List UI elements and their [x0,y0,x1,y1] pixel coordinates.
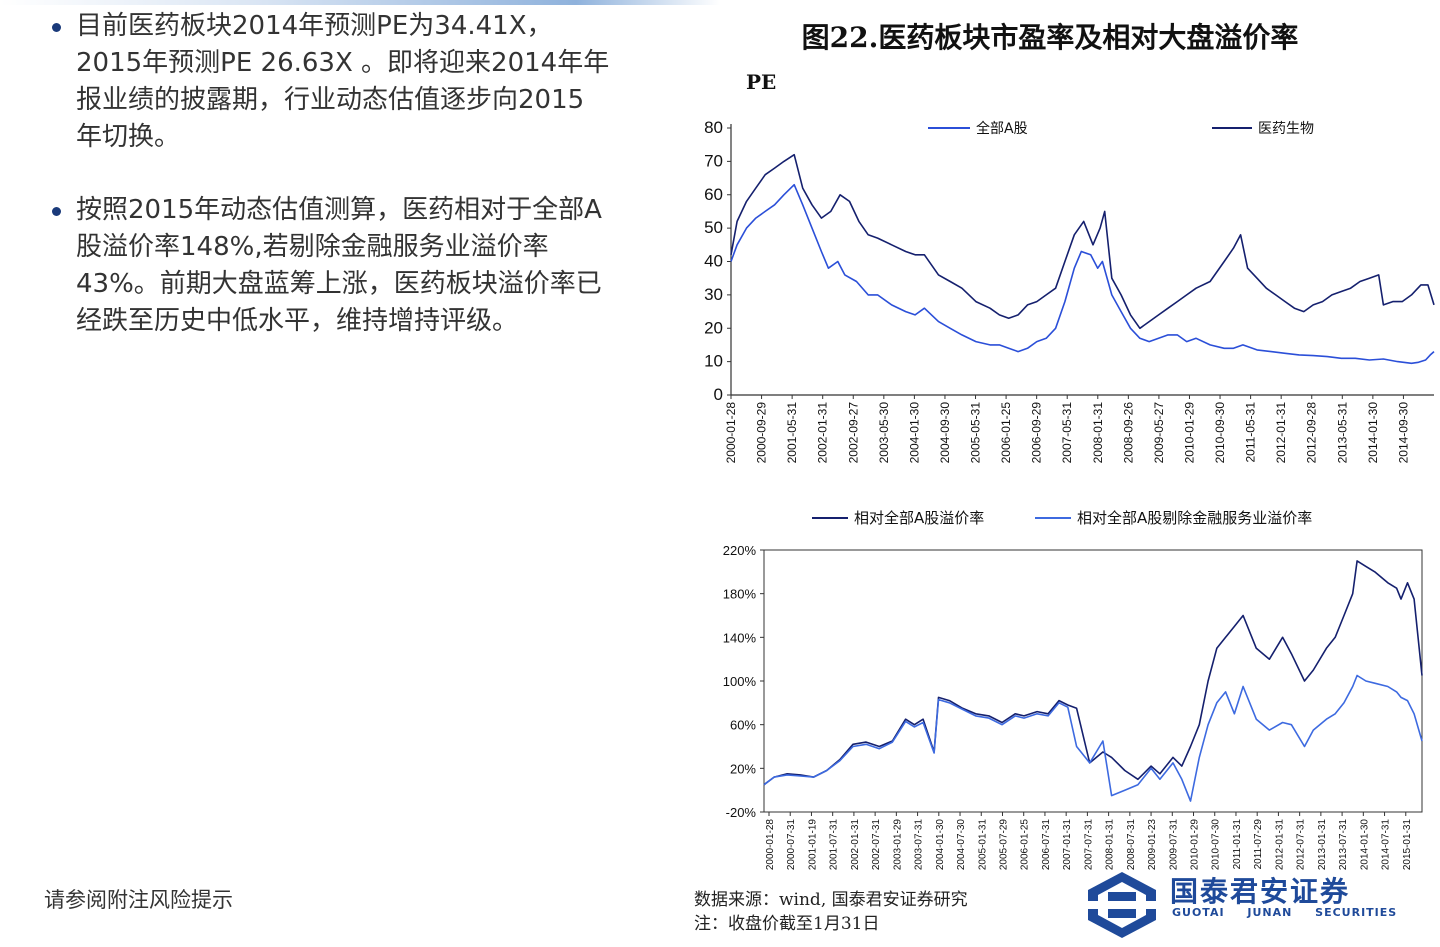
x-tick-label: 2011-05-31 [1244,402,1258,463]
x-tick-label: 2006-01-25 [999,402,1013,464]
x-tick-label: 2008-09-26 [1121,402,1135,464]
x-tick-label: 2010-01-29 [1182,402,1196,464]
x-tick-label: 2010-01-29 [1190,819,1201,871]
logo-mark-icon [1082,872,1162,938]
y-tick-label: 60% [730,718,756,733]
y-tick-label: 10 [704,352,723,371]
note-line: 注：收盘价截至1月31日 [694,914,880,934]
x-tick-label: 2005-07-29 [998,819,1009,871]
x-tick-label: 2004-07-30 [956,819,967,871]
y-tick-label: 20 [704,318,723,337]
y-tick-label: 220% [723,543,757,558]
x-tick-label: 2006-09-29 [1030,402,1044,464]
x-tick-label: 2008-01-31 [1105,819,1116,871]
y-tick-label: 70 [704,151,723,170]
x-tick-label: 2000-09-29 [755,402,769,464]
x-tick-label: 2002-09-27 [846,402,860,464]
y-tick-label: 20% [730,761,756,776]
x-tick-label: 2015-01-31 [1402,819,1413,871]
y-tick-label: 140% [723,630,757,645]
legend-label: 全部A股 [976,120,1028,137]
x-tick-label: 2005-01-31 [977,819,988,871]
x-tick-label: 2006-01-25 [1020,819,1031,871]
x-tick-label: 2006-07-31 [1041,819,1052,871]
top-accent-bar [0,0,720,5]
bullet-dot-icon [52,23,61,32]
x-tick-label: 2000-07-31 [786,819,797,871]
pe-axis-label: PE [746,70,777,94]
bullet-item: 目前医药板块2014年预测PE为34.41X，2015年预测PE 26.63X … [50,8,610,156]
figure-title: 图22.医药板块市盈率及相对大盘溢价率 [801,21,1299,54]
y-tick-label: 50 [704,218,723,237]
x-tick-label: 2008-07-31 [1126,819,1137,871]
x-tick-label: 2011-01-31 [1232,819,1243,870]
data-source: 数据来源：wind, 国泰君安证券研究 注：收盘价截至1月31日 [694,888,968,936]
plot-frame [763,549,1423,813]
company-logo: 国泰君安证券 GUOTAI JUNAN SECURITIES [1078,868,1408,940]
x-tick-label: 2003-01-29 [892,819,903,871]
y-tick-label: 40 [704,252,723,271]
y-tick-label: -20% [726,805,757,820]
x-tick-label: 2011-07-29 [1253,819,1264,870]
x-tick-label: 2000-01-28 [765,819,776,871]
series-line-2 [763,674,1423,802]
series-line-1 [763,560,1423,786]
x-tick-label: 2001-05-31 [785,402,799,464]
series-line-1 [730,183,1435,365]
bullet-text: 按照2015年动态估值测算，医药相对于全部A股溢价率148%,若剔除金融服务业溢… [76,195,602,336]
x-tick-label: 2013-07-31 [1338,819,1349,871]
x-tick-label: 2004-09-30 [938,402,952,464]
x-tick-label: 2000-01-28 [724,402,738,464]
x-tick-label: 2007-01-31 [1062,819,1073,871]
bullet-item: 按照2015年动态估值测算，医药相对于全部A股溢价率148%,若剔除金融服务业溢… [50,192,610,340]
risk-disclaimer: 请参阅附注风险提示 [44,888,233,912]
x-tick-label: 2001-07-31 [829,819,840,871]
x-tick-label: 2002-01-31 [850,819,861,871]
x-tick-label: 2008-01-31 [1091,402,1105,464]
y-tick-label: 180% [723,587,757,602]
x-tick-label: 2010-09-30 [1213,402,1227,464]
x-tick-label: 2013-01-31 [1317,819,1328,871]
bullet-dot-icon [52,207,61,216]
x-tick-label: 2007-05-31 [1060,402,1074,464]
x-tick-label: 2004-01-30 [907,402,921,464]
x-tick-label: 2004-01-30 [935,819,946,871]
y-tick-label: 30 [704,285,723,304]
x-tick-label: 2002-07-31 [871,819,882,871]
x-tick-label: 2009-01-23 [1147,819,1158,871]
logo-subtitle: GUOTAI JUNAN SECURITIES [1172,906,1398,919]
x-tick-label: 2009-07-31 [1168,819,1179,871]
x-tick-label: 2010-07-30 [1211,819,1222,871]
x-tick-label: 2014-01-30 [1366,402,1380,464]
x-tick-label: 2012-09-28 [1305,402,1319,464]
bullet-text: 目前医药板块2014年预测PE为34.41X，2015年预测PE 26.63X … [76,11,610,152]
x-tick-label: 2014-01-30 [1359,819,1370,871]
x-tick-label: 2003-07-31 [914,819,925,871]
x-tick-label: 2012-01-31 [1274,402,1288,464]
series-line-2 [730,153,1435,330]
y-tick-label: 80 [704,118,723,137]
bullet-list: 目前医药板块2014年预测PE为34.41X，2015年预测PE 26.63X … [50,8,610,376]
legend-label: 医药生物 [1258,121,1314,137]
x-tick-label: 2014-09-30 [1396,402,1410,464]
logo-name: 国泰君安证券 [1170,875,1351,908]
x-tick-label: 2007-07-31 [1083,819,1094,871]
x-tick-label: 2012-07-31 [1296,819,1307,871]
x-tick-label: 2012-01-31 [1274,819,1285,871]
source-line: 数据来源：wind, 国泰君安证券研究 [694,890,968,910]
x-tick-label: 2013-05-31 [1335,402,1349,464]
y-tick-label: 100% [723,674,757,689]
x-tick-label: 2002-01-31 [816,402,830,464]
x-tick-label: 2005-05-31 [969,402,983,464]
y-tick-label: 0 [714,385,723,404]
x-tick-label: 2014-07-31 [1381,819,1392,871]
y-tick-label: 60 [704,185,723,204]
legend-label: 相对全部A股溢价率 [854,509,984,527]
x-tick-label: 2003-05-30 [877,402,891,464]
x-tick-label: 2001-01-19 [807,819,818,871]
legend-label: 相对全部A股剔除金融服务业溢价率 [1077,509,1312,527]
x-tick-label: 2009-05-27 [1152,402,1166,464]
